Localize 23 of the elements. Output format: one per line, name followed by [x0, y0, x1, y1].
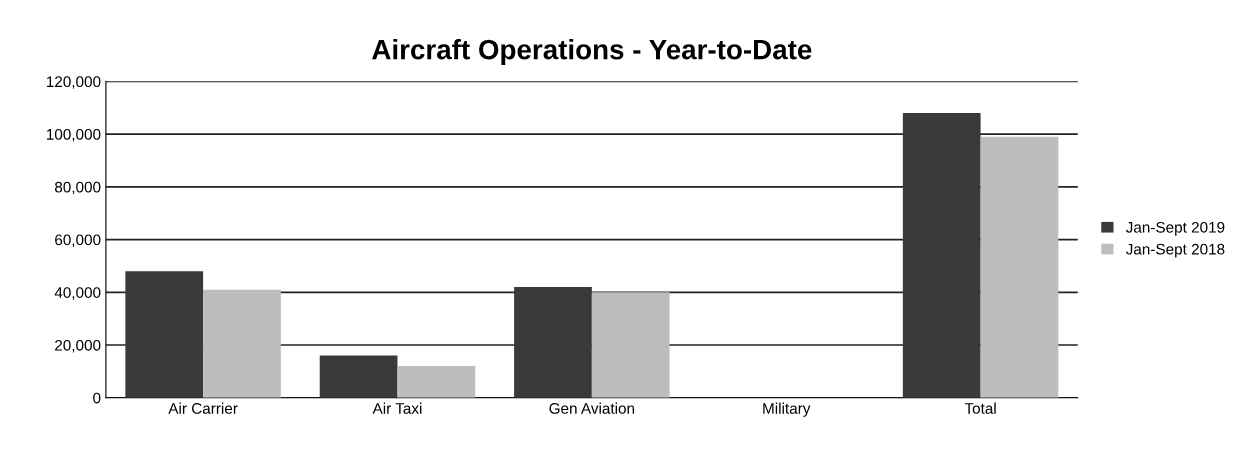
legend-label: Jan-Sept 2018: [1125, 243, 1225, 258]
y-tick-label: 80,000: [54, 181, 101, 195]
bar: [980, 136, 1059, 398]
chart-title: Aircraft Operations - Year-to-Date: [372, 39, 812, 65]
y-tick-label: 120,000: [46, 76, 101, 89]
bar: [319, 355, 398, 398]
x-tick-label: Air Carrier: [168, 402, 238, 414]
bar: [125, 271, 204, 398]
x-tick-label: Military: [763, 402, 811, 417]
y-tick-label: 20,000: [55, 339, 101, 353]
bar: [902, 113, 981, 398]
legend-label: Jan-Sept 2019: [1125, 221, 1225, 236]
x-tick-label: Air Taxi: [372, 402, 422, 414]
y-tick-label: 40,000: [54, 287, 101, 300]
bar: [591, 292, 670, 398]
bar: [397, 366, 476, 398]
x-tick-label: Gen Aviation: [549, 402, 635, 414]
bar: [514, 287, 592, 398]
y-tick-label: 60,000: [55, 234, 101, 248]
y-tick-label: 0: [93, 392, 101, 404]
bar: [203, 289, 281, 398]
y-tick-label: 100,000: [46, 128, 101, 142]
x-tick-label: Total: [964, 402, 996, 414]
